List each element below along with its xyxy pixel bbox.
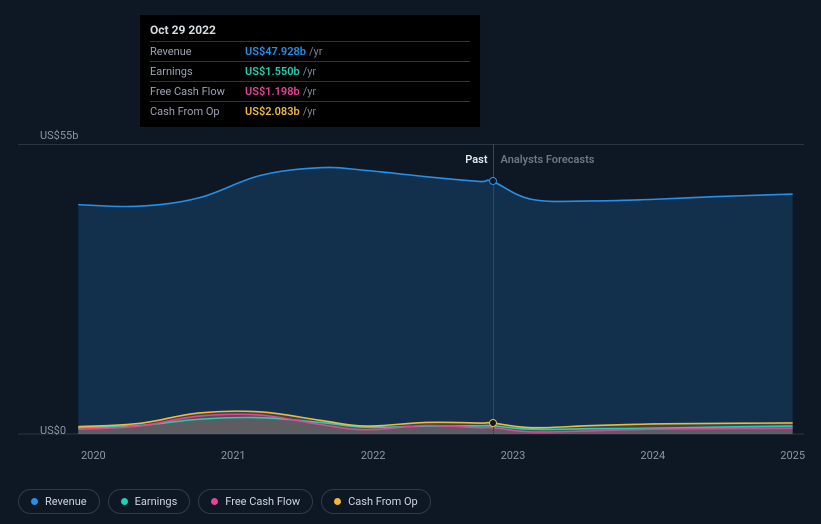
tooltip-row: EarningsUS$1.550b/yr [150, 61, 470, 81]
legend-item-revenue[interactable]: Revenue [18, 489, 100, 514]
legend-dot-icon [31, 498, 38, 505]
tooltip-row-label: Earnings [150, 65, 245, 78]
y-max-gridline [18, 144, 804, 145]
chart-legend: Revenue Earnings Free Cash Flow Cash From O… [18, 489, 431, 514]
tooltip-row-value: US$1.198b [245, 85, 300, 98]
hover-marker-cfo [489, 419, 497, 427]
x-axis-ticks: 2020 2021 2022 2023 2024 2025 [18, 449, 804, 463]
legend-dot-icon [334, 498, 341, 505]
hover-tooltip: Oct 29 2022 RevenueUS$47.928b/yrEarnings… [140, 15, 480, 127]
y-zero-label: US$0 [40, 424, 66, 437]
tooltip-row-suffix: /yr [303, 85, 316, 98]
tooltip-row-suffix: /yr [309, 45, 322, 58]
tooltip-date: Oct 29 2022 [150, 23, 470, 41]
forecast-region-label: Analysts Forecasts [501, 153, 595, 166]
tooltip-row-label: Cash From Op [150, 105, 245, 118]
y-max-label: US$55b [40, 129, 78, 142]
legend-label: Revenue [45, 495, 87, 508]
x-tick: 2021 [221, 449, 246, 462]
tooltip-row-value: US$1.550b [245, 65, 300, 78]
chart-area: US$55b US$0 Past Analysts Forecasts 2020… [18, 130, 804, 445]
tooltip-row-suffix: /yr [303, 65, 316, 78]
tooltip-row: Free Cash FlowUS$1.198b/yr [150, 81, 470, 101]
legend-label: Earnings [135, 495, 178, 508]
tooltip-row-value: US$2.083b [245, 105, 300, 118]
tooltip-row-suffix: /yr [303, 105, 316, 118]
legend-dot-icon [121, 498, 128, 505]
legend-item-cfo[interactable]: Cash From Op [321, 489, 431, 514]
past-forecast-divider [493, 144, 494, 434]
x-tick: 2025 [780, 449, 805, 462]
tooltip-row-label: Free Cash Flow [150, 85, 245, 98]
hover-marker-revenue [489, 177, 497, 185]
tooltip-row: RevenueUS$47.928b/yr [150, 41, 470, 61]
x-tick: 2022 [361, 449, 386, 462]
legend-item-fcf[interactable]: Free Cash Flow [198, 489, 313, 514]
chart-svg [18, 130, 804, 445]
x-tick: 2023 [501, 449, 526, 462]
tooltip-row-label: Revenue [150, 45, 245, 58]
tooltip-row-value: US$47.928b [245, 45, 306, 58]
legend-dot-icon [211, 498, 218, 505]
tooltip-row: Cash From OpUS$2.083b/yr [150, 101, 470, 121]
x-tick: 2024 [640, 449, 665, 462]
legend-label: Cash From Op [348, 495, 418, 508]
x-tick: 2020 [81, 449, 106, 462]
legend-item-earnings[interactable]: Earnings [108, 489, 191, 514]
legend-label: Free Cash Flow [225, 495, 300, 508]
past-region-label: Past [465, 153, 487, 166]
